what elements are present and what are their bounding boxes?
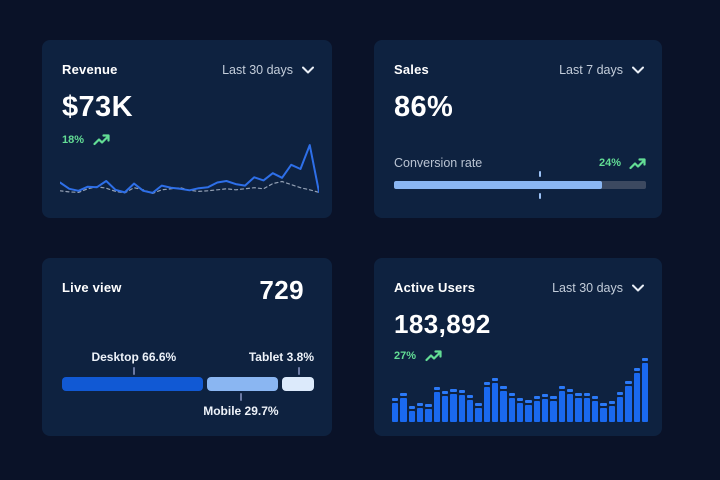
bar xyxy=(491,378,499,422)
device-split-chart: Desktop 66.6% Tablet 3.8% Mobile 29.7% xyxy=(62,350,314,420)
bar xyxy=(533,396,540,422)
tablet-label: Tablet 3.8% xyxy=(248,350,314,364)
mobile-tick xyxy=(239,393,242,401)
live-view-value: 729 xyxy=(259,275,304,305)
conversion-delta: 24% xyxy=(598,157,621,169)
bar xyxy=(458,390,465,422)
conversion-progress-bar xyxy=(394,171,646,199)
active-users-card-title: Active Users xyxy=(394,280,476,295)
sales-card-title: Sales xyxy=(394,62,429,77)
revenue-value: $73K xyxy=(62,91,133,123)
revenue-delta: 18% xyxy=(62,133,85,146)
bar xyxy=(516,398,524,422)
active-users-range-selector[interactable]: Last 30 days xyxy=(552,281,644,295)
trend-up-icon xyxy=(425,349,442,362)
desktop-label: Desktop 66.6% xyxy=(91,350,177,364)
trend-up-icon xyxy=(629,157,646,170)
sales-card: Sales Last 7 days 86% Conversion rate 24… xyxy=(374,40,662,218)
bar xyxy=(416,403,424,422)
revenue-card: Revenue Last 30 days $73K 18% xyxy=(42,40,332,218)
revenue-range-selector[interactable]: Last 30 days xyxy=(222,63,314,77)
tablet-tick xyxy=(297,367,300,375)
bar xyxy=(550,396,557,422)
bar xyxy=(466,395,474,422)
revenue-range-label: Last 30 days xyxy=(222,62,293,77)
bar xyxy=(541,394,549,422)
bar xyxy=(441,391,449,422)
active-users-card: Active Users Last 30 days 183,892 27% xyxy=(374,258,662,436)
device-stacked-bar xyxy=(62,377,314,391)
bar xyxy=(575,393,582,422)
bar xyxy=(558,386,565,422)
chevron-down-icon xyxy=(632,284,644,292)
bar xyxy=(483,382,490,422)
bar xyxy=(608,401,615,422)
bar xyxy=(475,403,482,422)
progress-marker-bottom xyxy=(539,193,542,199)
trend-up-icon xyxy=(93,133,110,146)
bar xyxy=(425,404,432,422)
conversion-rate-label: Conversion rate xyxy=(394,156,483,170)
segment-desktop xyxy=(62,377,203,391)
segment-mobile xyxy=(206,377,279,391)
bar xyxy=(408,406,415,422)
bar xyxy=(583,393,590,422)
bar xyxy=(525,400,532,422)
chevron-down-icon xyxy=(302,66,314,74)
live-view-card: Live view 729 Desktop 66.6% Tablet 3.8% … xyxy=(42,258,332,436)
progress-marker-top xyxy=(539,171,542,177)
sales-range-selector[interactable]: Last 7 days xyxy=(559,63,644,77)
active-users-value: 183,892 xyxy=(394,309,491,339)
desktop-tick xyxy=(132,367,135,375)
bar xyxy=(641,358,649,422)
bar xyxy=(433,387,440,422)
bar xyxy=(633,368,640,422)
chevron-down-icon xyxy=(632,66,644,74)
bar xyxy=(625,381,632,422)
active-users-range-label: Last 30 days xyxy=(552,280,623,295)
revenue-sparkline-svg xyxy=(60,139,319,197)
sales-value: 86% xyxy=(394,91,454,123)
segment-tablet xyxy=(282,377,314,391)
bar xyxy=(508,393,515,422)
bar xyxy=(450,389,457,422)
bar xyxy=(600,403,607,422)
live-view-card-title: Live view xyxy=(62,280,122,295)
bar xyxy=(616,392,624,422)
mobile-label: Mobile 29.7% xyxy=(203,404,279,418)
active-users-delta: 27% xyxy=(394,349,417,362)
bar xyxy=(566,389,574,422)
bar xyxy=(500,386,507,422)
bar xyxy=(591,396,599,422)
progress-fill xyxy=(394,181,602,189)
active-users-bar-chart xyxy=(392,356,649,422)
revenue-line-chart xyxy=(60,139,319,197)
progress-track xyxy=(394,181,646,189)
sales-range-label: Last 7 days xyxy=(559,62,623,77)
bar xyxy=(392,398,399,422)
revenue-card-title: Revenue xyxy=(62,62,118,77)
bar xyxy=(400,393,407,422)
